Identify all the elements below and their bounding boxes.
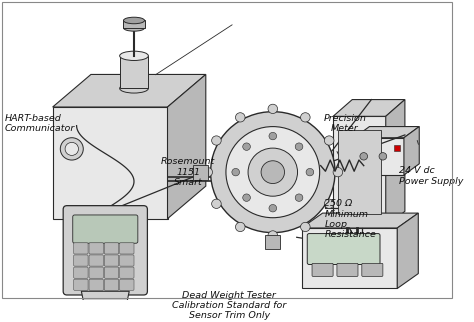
Polygon shape [193,165,208,180]
Polygon shape [82,291,129,315]
Circle shape [210,112,335,232]
FancyBboxPatch shape [119,279,134,290]
FancyBboxPatch shape [119,243,134,254]
FancyBboxPatch shape [312,263,333,276]
Circle shape [236,113,245,122]
FancyBboxPatch shape [119,255,134,266]
Polygon shape [338,130,381,214]
Ellipse shape [119,84,148,93]
Circle shape [324,136,334,145]
FancyBboxPatch shape [73,215,138,243]
Circle shape [248,148,298,196]
Circle shape [306,168,314,176]
FancyBboxPatch shape [89,279,103,290]
Circle shape [243,143,250,150]
Circle shape [268,104,278,114]
FancyBboxPatch shape [104,279,118,290]
Ellipse shape [119,51,148,61]
Circle shape [295,143,303,150]
Circle shape [268,231,278,240]
Circle shape [203,167,212,177]
Polygon shape [167,74,206,219]
Polygon shape [404,127,419,175]
Polygon shape [397,213,418,289]
FancyBboxPatch shape [63,206,147,295]
Circle shape [333,167,343,177]
Circle shape [269,204,277,212]
FancyBboxPatch shape [89,267,103,278]
FancyBboxPatch shape [307,233,380,264]
FancyBboxPatch shape [73,243,88,254]
Polygon shape [265,235,281,249]
FancyBboxPatch shape [89,243,103,254]
Circle shape [360,153,367,160]
Circle shape [65,142,79,156]
FancyBboxPatch shape [337,263,358,276]
Circle shape [243,194,250,201]
Polygon shape [354,138,404,175]
FancyBboxPatch shape [73,255,88,266]
FancyBboxPatch shape [104,243,118,254]
Bar [394,145,400,151]
FancyBboxPatch shape [73,267,88,278]
Polygon shape [301,228,397,289]
Circle shape [236,222,245,232]
Text: Rosemount
1151
Smart: Rosemount 1151 Smart [161,157,215,187]
Polygon shape [119,56,148,89]
Circle shape [295,194,303,201]
Circle shape [60,138,83,160]
Circle shape [269,132,277,140]
Circle shape [212,136,221,145]
Text: HART-based
Communicator: HART-based Communicator [5,114,75,133]
Ellipse shape [124,17,145,24]
FancyBboxPatch shape [104,267,118,278]
FancyBboxPatch shape [119,267,134,278]
Circle shape [232,168,239,176]
Circle shape [301,113,310,122]
Polygon shape [53,74,206,107]
Circle shape [226,127,319,218]
Polygon shape [301,213,418,228]
FancyBboxPatch shape [104,255,118,266]
Polygon shape [53,107,167,219]
Circle shape [301,222,310,232]
Polygon shape [333,99,405,116]
Polygon shape [124,21,145,28]
Polygon shape [386,99,405,228]
Text: 24 V dc
Power Supply: 24 V dc Power Supply [399,166,464,186]
Ellipse shape [124,25,145,31]
FancyBboxPatch shape [362,263,383,276]
Circle shape [212,199,221,208]
Circle shape [379,153,387,160]
Text: Precision
Meter: Precision Meter [323,114,366,133]
Text: Dead Weight Tester
Calibration Standard for
Sensor Trim Only: Dead Weight Tester Calibration Standard … [172,291,286,320]
FancyBboxPatch shape [89,255,103,266]
Circle shape [324,199,334,208]
FancyBboxPatch shape [73,279,88,290]
Polygon shape [333,116,386,228]
Text: 250 Ω
Minimum
Loop
Resistance: 250 Ω Minimum Loop Resistance [324,199,376,240]
Polygon shape [354,127,419,138]
Circle shape [261,161,284,184]
